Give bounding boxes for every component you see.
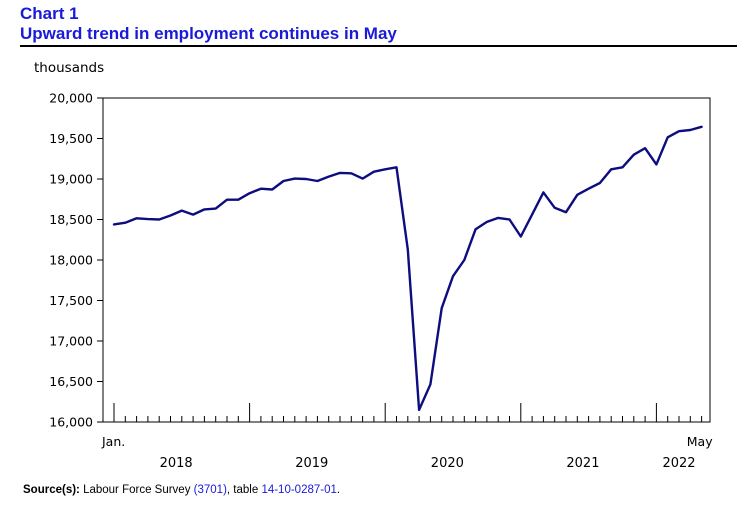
chart-header: Chart 1 Upward trend in employment conti… bbox=[20, 4, 737, 44]
employment-line-chart: thousands 16,000 16,500 17,000 17,500 18,000 1… bbox=[34, 60, 713, 471]
chart-number: Chart 1 bbox=[20, 4, 79, 23]
y-tick-label: 17,000 bbox=[49, 334, 93, 349]
y-axis-label: thousands bbox=[34, 60, 104, 76]
source-text-end: . bbox=[336, 484, 341, 496]
survey-link[interactable]: (3701) bbox=[193, 484, 227, 496]
y-tick-label: 16,000 bbox=[49, 415, 93, 430]
source-text-table: , table bbox=[226, 484, 262, 496]
y-tick-label: 18,500 bbox=[49, 212, 93, 227]
table-link[interactable]: 14-10-0287-01 bbox=[261, 484, 337, 496]
chart-title: Upward trend in employment continues in … bbox=[20, 24, 397, 43]
x-year-label: 2022 bbox=[662, 456, 695, 471]
y-tick-label: 17,500 bbox=[49, 293, 93, 308]
x-start-label: Jan. bbox=[101, 434, 125, 449]
x-year-label: 2019 bbox=[295, 456, 328, 471]
x-year-label: 2018 bbox=[160, 456, 193, 471]
y-tick-label: 18,000 bbox=[49, 253, 93, 268]
y-tick-label: 19,000 bbox=[49, 172, 93, 187]
source-footer: Source(s): Labour Force Survey (3701), t… bbox=[23, 484, 340, 496]
y-tick-label: 16,500 bbox=[49, 374, 93, 389]
plot-frame bbox=[102, 97, 711, 423]
source-label: Source(s): bbox=[23, 484, 80, 496]
header-divider bbox=[20, 45, 737, 47]
x-year-label: 2021 bbox=[566, 456, 599, 471]
y-tick-label: 19,500 bbox=[49, 131, 93, 146]
x-end-label: May bbox=[687, 434, 713, 449]
series-line bbox=[112, 125, 703, 412]
y-tick-label: 20,000 bbox=[49, 91, 93, 106]
x-year-label: 2020 bbox=[431, 456, 464, 471]
source-text: Labour Force Survey bbox=[79, 484, 194, 496]
